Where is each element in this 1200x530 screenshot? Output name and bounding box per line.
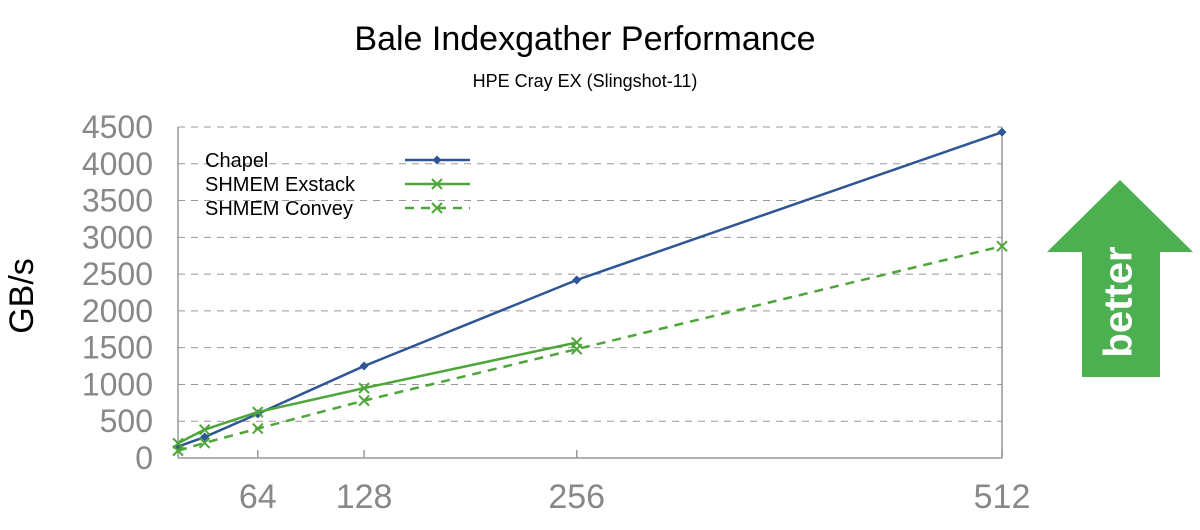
x-tick-label: 128: [336, 478, 393, 516]
y-axis-label: GB/s: [3, 258, 41, 334]
y-tick-label: 2000: [82, 293, 153, 329]
better-arrow: [1047, 180, 1193, 377]
series-line: [177, 341, 577, 445]
series-line: [177, 244, 1003, 452]
data-point: [252, 406, 264, 418]
x-tick-label: 64: [239, 478, 277, 516]
chart-subtitle: HPE Cray EX (Slingshot-11): [473, 71, 698, 91]
series-1: [172, 336, 583, 449]
y-tick-label: 3500: [82, 183, 153, 219]
y-tick-label: 4500: [82, 109, 153, 145]
data-point: [571, 343, 583, 355]
data-point: [172, 444, 184, 457]
legend-label: Chapel: [205, 150, 268, 172]
x-tick-label: 256: [548, 478, 605, 516]
chart-title: Bale Indexgather Performance: [354, 20, 815, 58]
y-tick-label: 2500: [82, 256, 153, 292]
better-label: better: [1097, 246, 1141, 357]
y-tick-label: 0: [135, 440, 153, 476]
axes: [177, 127, 1003, 459]
data-point: [198, 437, 211, 449]
y-tick-label: 4000: [82, 146, 153, 182]
data-point: [358, 394, 370, 407]
data-point: [996, 240, 1008, 252]
x-tick-label: 512: [974, 478, 1031, 516]
y-tick-label: 500: [100, 403, 153, 439]
data-point: [252, 422, 264, 435]
data-point: [997, 127, 1007, 137]
data-point: [431, 178, 443, 190]
series-lines: [172, 127, 1008, 457]
y-tick-label: 1000: [82, 366, 153, 402]
legend-label: SHMEM Convey: [205, 198, 353, 220]
data-point: [572, 275, 582, 285]
data-point: [432, 155, 442, 165]
data-point: [359, 361, 369, 371]
data-point: [431, 202, 443, 214]
legend-label: SHMEM Exstack: [205, 174, 356, 196]
data-point: [198, 423, 211, 436]
better-callout: better: [1047, 180, 1193, 377]
series-2: [172, 240, 1008, 457]
data-point: [358, 382, 370, 394]
y-tick-label: 3000: [82, 219, 153, 255]
y-tick-label: 1500: [82, 330, 153, 366]
